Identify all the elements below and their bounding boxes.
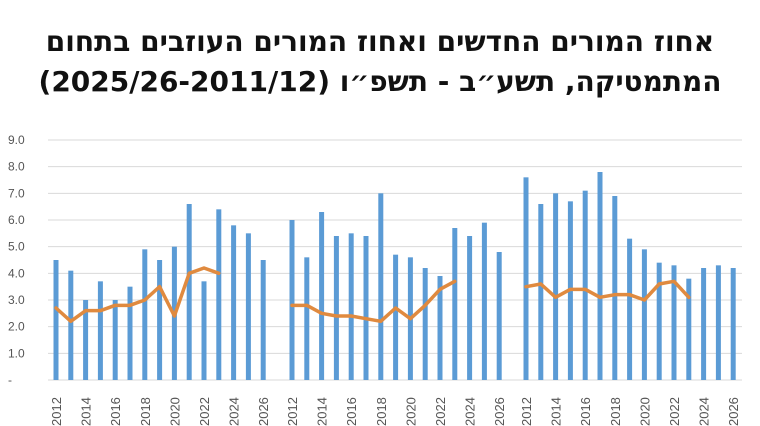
bar [83, 300, 89, 380]
y-tick-label: 3.0 [8, 293, 25, 307]
x-tick-label: 2016 [344, 397, 359, 426]
bar [289, 220, 295, 380]
y-tick-label: 2.0 [8, 320, 25, 334]
y-tick-label: - [8, 373, 12, 387]
y-tick-label: 9.0 [8, 133, 25, 147]
bar [157, 260, 163, 380]
bar [333, 236, 339, 380]
x-tick-label: 2014 [79, 397, 94, 426]
y-tick-label: 7.0 [8, 186, 25, 200]
x-tick-label: 2022 [433, 397, 448, 426]
bar [523, 177, 529, 380]
x-tick-label: 2024 [227, 397, 242, 426]
bar [686, 278, 692, 380]
bar [538, 204, 544, 380]
bar [127, 286, 133, 380]
x-tick-label: 2022 [197, 397, 212, 426]
line-series [290, 279, 457, 324]
bar [422, 268, 428, 380]
bar [245, 233, 251, 380]
bar [437, 276, 443, 380]
bar [53, 260, 59, 380]
bar [656, 262, 662, 380]
x-tick-label: 2012 [285, 397, 300, 426]
bar [627, 238, 633, 380]
line-series [54, 266, 221, 324]
line-series [524, 279, 691, 302]
bar [452, 228, 458, 380]
chart-title: אחוז המורים החדשים ואחוז המורים העוזבים … [0, 22, 760, 102]
y-tick-label: 6.0 [8, 213, 25, 227]
y-tick-label: 5.0 [8, 240, 25, 254]
bar [715, 265, 721, 380]
x-tick-label: 2020 [167, 397, 182, 426]
bar [68, 270, 74, 380]
chart-title-line-1: אחוז המורים החדשים ואחוז המורים העוזבים … [45, 25, 715, 58]
bar [112, 300, 118, 380]
bar [612, 196, 618, 380]
x-tick-label: 2026 [726, 397, 741, 426]
x-tick-label: 2020 [403, 397, 418, 426]
bar [216, 209, 222, 380]
bar [496, 252, 502, 380]
bar [201, 281, 207, 380]
bar [186, 204, 192, 380]
x-tick-label: 2016 [108, 397, 123, 426]
bar [582, 190, 588, 380]
bar [701, 268, 707, 380]
x-tick-label: 2014 [549, 397, 564, 426]
y-tick-label: 1.0 [8, 346, 25, 360]
bar [304, 257, 310, 380]
bar [730, 268, 736, 380]
bar [231, 225, 237, 380]
x-tick-label: 2012 [49, 397, 64, 426]
bar [467, 236, 473, 380]
y-tick-label: 8.0 [8, 160, 25, 174]
x-tick-label: 2024 [463, 397, 478, 426]
bar [553, 193, 559, 380]
bar [597, 172, 603, 380]
x-tick-label: 2016 [578, 397, 593, 426]
x-tick-label: 2026 [256, 397, 271, 426]
x-tick-label: 2026 [492, 397, 507, 426]
bar [142, 249, 148, 380]
x-tick-label: 2018 [374, 397, 389, 426]
x-tick-label: 2018 [608, 397, 623, 426]
x-tick-label: 2020 [637, 397, 652, 426]
bar [481, 222, 487, 380]
bar [641, 249, 647, 380]
bar [393, 254, 399, 380]
bar [260, 260, 266, 380]
x-tick-label: 2022 [667, 397, 682, 426]
x-tick-label: 2014 [315, 397, 330, 426]
chart-title-line-2: המתמטיקה, תשע״ב - תשפ״ו (2025/26-2011/12… [38, 65, 722, 98]
bar [671, 265, 677, 380]
bar [363, 236, 369, 380]
bar [319, 212, 325, 380]
x-tick-label: 2024 [697, 397, 712, 426]
x-tick-label: 2018 [138, 397, 153, 426]
y-tick-label: 4.0 [8, 266, 25, 280]
bar [348, 233, 354, 380]
x-tick-label: 2012 [519, 397, 534, 426]
bar [378, 193, 384, 380]
bar [97, 281, 103, 380]
